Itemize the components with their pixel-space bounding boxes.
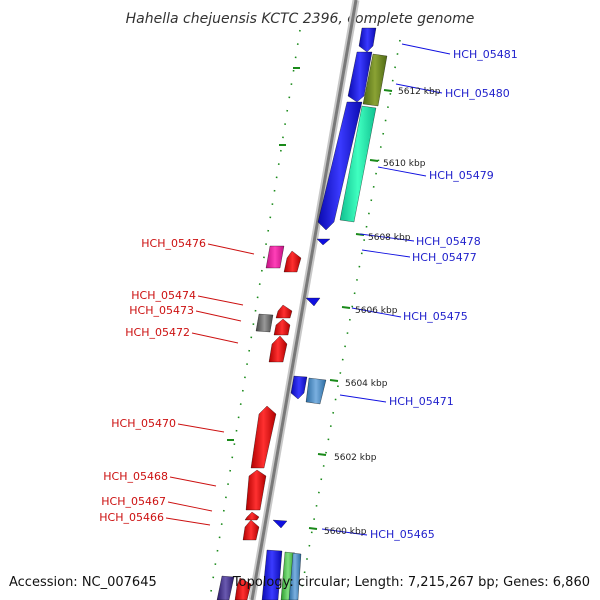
gene-hch-05472[interactable] [268,335,288,363]
gene-bottom-red[interactable] [234,577,252,600]
scale-label: 5608 kbp [368,233,411,243]
scale-tick [329,379,339,382]
gene-hch-05479-domain[interactable] [339,105,377,223]
scale-labels: 5612 kbp 5610 kbp 5608 kbp 5606 kbp 5604… [324,87,441,537]
leader-line [361,249,411,258]
scale-label: 5602 kbp [334,453,377,463]
gene-hch-05471-domain[interactable] [305,377,327,405]
leader-line [191,332,239,344]
gene-hch-05476[interactable] [265,245,285,269]
forward-genes [261,27,388,600]
scale-label: 5612 kbp [398,87,441,97]
scale-label: 5610 kbp [383,159,426,169]
forward-leaders [321,43,451,536]
gene-label-hch-05471[interactable]: HCH_05471 [389,395,454,408]
scale-tick [369,159,379,162]
scale-label: 5600 kbp [324,527,367,537]
reverse-leaders [165,243,255,526]
gene-hch-05481[interactable] [358,27,377,53]
map-title: Hahella chejuensis KCTC 2396, complete g… [126,11,475,27]
gene-label-hch-05466[interactable]: HCH_05466 [99,511,164,524]
genome-backbone-core [250,0,358,600]
reverse-labels: HCH_05476 HCH_05474 HCH_05473 HCH_05472 … [99,237,206,524]
gene-label-hch-05474[interactable]: HCH_05474 [131,289,196,302]
scale-tick [308,527,318,530]
gene-hch-05478[interactable] [316,238,331,246]
scale-tick [317,453,327,456]
leader-line [165,517,211,526]
gene-hch-05468[interactable] [245,469,267,511]
leader-line [177,423,225,433]
gene-label-hch-05475[interactable]: HCH_05475 [403,310,468,323]
leader-line [169,476,217,487]
leader-line [167,501,213,512]
gene-label-hch-05467[interactable]: HCH_05467 [101,495,166,508]
gene-hch-05475[interactable] [305,297,321,307]
scale-tick [355,233,365,236]
gene-label-hch-05478[interactable]: HCH_05478 [416,235,481,248]
gene-hch-05480-domain[interactable] [362,53,388,107]
tick-guides [209,29,401,599]
topology-text: Topology: circular; Length: 7,215,267 bp… [232,575,590,590]
forward-labels: HCH_05481 HCH_05480 HCH_05479 HCH_05478 … [370,48,518,541]
scale-tick [341,306,351,309]
gene-label-hch-05476[interactable]: HCH_05476 [141,237,206,250]
gene-label-hch-05473[interactable]: HCH_05473 [129,304,194,317]
scale-label: 5606 kbp [355,306,398,316]
gene-hch-05466[interactable] [242,519,260,541]
gene-bottom-purple[interactable] [216,575,235,600]
gene-hch-05474[interactable] [275,304,293,319]
leader-line [359,233,415,242]
gene-hch-05473-grey[interactable] [255,313,274,333]
gene-hch-05470[interactable] [250,405,277,469]
leader-line [395,83,443,94]
leader-line [207,243,255,255]
gene-bottom-steel[interactable] [288,552,302,600]
gene-hch-05476b[interactable] [283,250,302,273]
outer-left-guide [209,29,301,599]
gene-hch-05473[interactable] [273,318,291,336]
gene-hch-05480[interactable] [347,51,373,103]
gene-label-hch-05479[interactable]: HCH_05479 [429,169,494,182]
gene-label-hch-05465[interactable]: HCH_05465 [370,528,435,541]
scale-ticks [227,67,393,530]
gene-label-hch-05477[interactable]: HCH_05477 [412,251,477,264]
gene-label-hch-05470[interactable]: HCH_05470 [111,417,176,430]
gene-bottom-blue[interactable] [261,549,283,600]
reverse-genes [216,245,302,600]
gene-hch-05479[interactable] [317,101,363,231]
gene-hch-05467[interactable] [244,511,260,521]
leader-line [339,394,387,403]
gene-hch-05465[interactable] [272,519,288,529]
gene-label-hch-05472[interactable]: HCH_05472 [125,326,190,339]
leader-line [377,166,427,177]
scale-tick [383,89,393,92]
gene-label-hch-05468[interactable]: HCH_05468 [103,470,168,483]
gene-label-hch-05480[interactable]: HCH_05480 [445,87,510,100]
leader-line [321,528,368,536]
leader-line [351,307,402,318]
accession-text: Accession: NC_007645 [9,575,157,590]
leader-line [195,310,242,322]
gene-label-hch-05481[interactable]: HCH_05481 [453,48,518,61]
leader-line [197,295,244,306]
scale-label: 5604 kbp [345,379,388,389]
leader-line [401,43,451,55]
gene-hch-05471[interactable] [290,375,308,400]
